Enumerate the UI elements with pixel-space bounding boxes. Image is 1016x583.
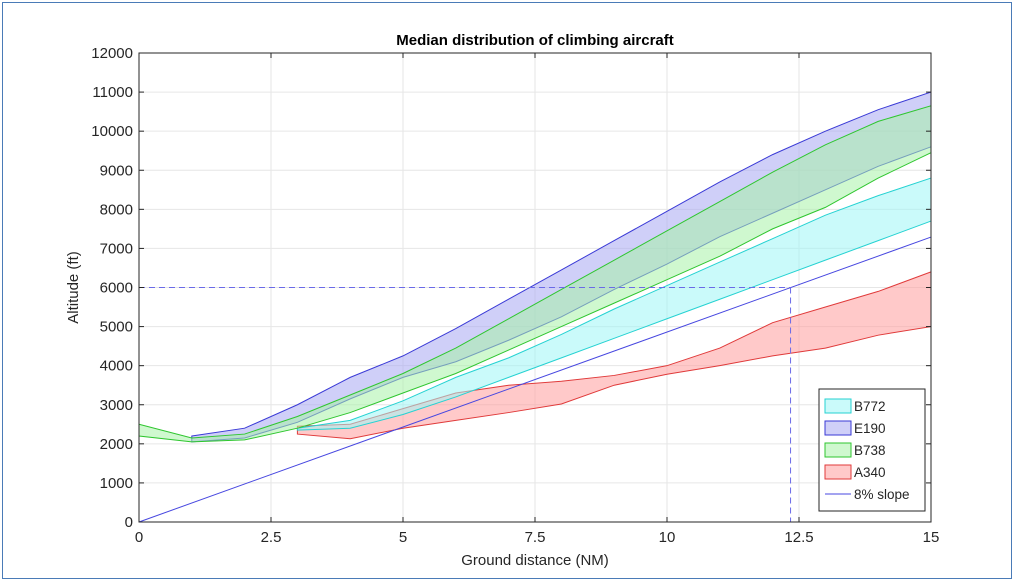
legend-swatch-b772 bbox=[824, 398, 852, 414]
x-tick-label: 7.5 bbox=[525, 529, 546, 546]
legend-label-b772: B772 bbox=[854, 399, 886, 414]
y-tick-label: 4000 bbox=[100, 358, 133, 375]
y-tick-label: 12000 bbox=[91, 45, 133, 62]
x-axis-label: Ground distance (NM) bbox=[461, 552, 609, 569]
y-tick-label: 7000 bbox=[100, 240, 133, 257]
data-lines bbox=[138, 236, 932, 523]
y-tick-label: 11000 bbox=[92, 84, 133, 101]
legend: B772 E190 B738 A340 8% slope bbox=[818, 388, 926, 512]
y-tick-label: 2000 bbox=[100, 436, 133, 453]
x-tick-label: 12.5 bbox=[784, 529, 813, 546]
legend-label-a340: A340 bbox=[854, 465, 886, 480]
x-tick-label: 2.5 bbox=[261, 529, 282, 546]
x-axis-ticks: 0 2.5 5 7.5 10 12.5 15 bbox=[135, 53, 940, 546]
x-tick-label: 10 bbox=[659, 529, 676, 546]
y-tick-label: 6000 bbox=[100, 280, 133, 297]
legend-label-e190: E190 bbox=[854, 421, 886, 436]
y-tick-label: 0 bbox=[125, 514, 133, 531]
y-tick-label: 3000 bbox=[100, 397, 133, 414]
legend-label-b738: B738 bbox=[854, 443, 886, 458]
y-tick-label: 10000 bbox=[91, 123, 133, 140]
y-tick-label: 5000 bbox=[100, 319, 133, 336]
y-tick-label: 9000 bbox=[100, 162, 133, 179]
x-tick-label: 15 bbox=[923, 529, 940, 546]
chart-title: Median distribution of climbing aircraft bbox=[396, 32, 674, 49]
line-8-slope bbox=[138, 236, 932, 523]
x-tick-label: 0 bbox=[135, 529, 143, 546]
x-tick-label: 5 bbox=[399, 529, 407, 546]
legend-swatch-b738 bbox=[824, 442, 852, 458]
legend-swatch-e190 bbox=[824, 420, 852, 436]
y-tick-label: 8000 bbox=[100, 201, 133, 218]
legend-label-8-slope: 8% slope bbox=[854, 487, 910, 502]
legend-swatch-a340 bbox=[824, 464, 852, 480]
y-axis-ticks: 0 1000 2000 3000 4000 5000 6000 7000 8000 9000 100… bbox=[91, 45, 931, 531]
y-tick-label: 1000 bbox=[100, 475, 133, 492]
y-axis-label: Altitude (ft) bbox=[65, 251, 82, 324]
